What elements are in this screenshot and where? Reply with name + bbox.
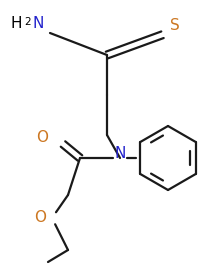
Text: O: O [34,211,46,225]
Text: H: H [10,17,22,31]
Text: N: N [32,17,43,31]
Text: N: N [114,146,126,160]
Text: 2: 2 [24,17,31,27]
Text: O: O [36,131,48,146]
Text: S: S [170,18,180,33]
